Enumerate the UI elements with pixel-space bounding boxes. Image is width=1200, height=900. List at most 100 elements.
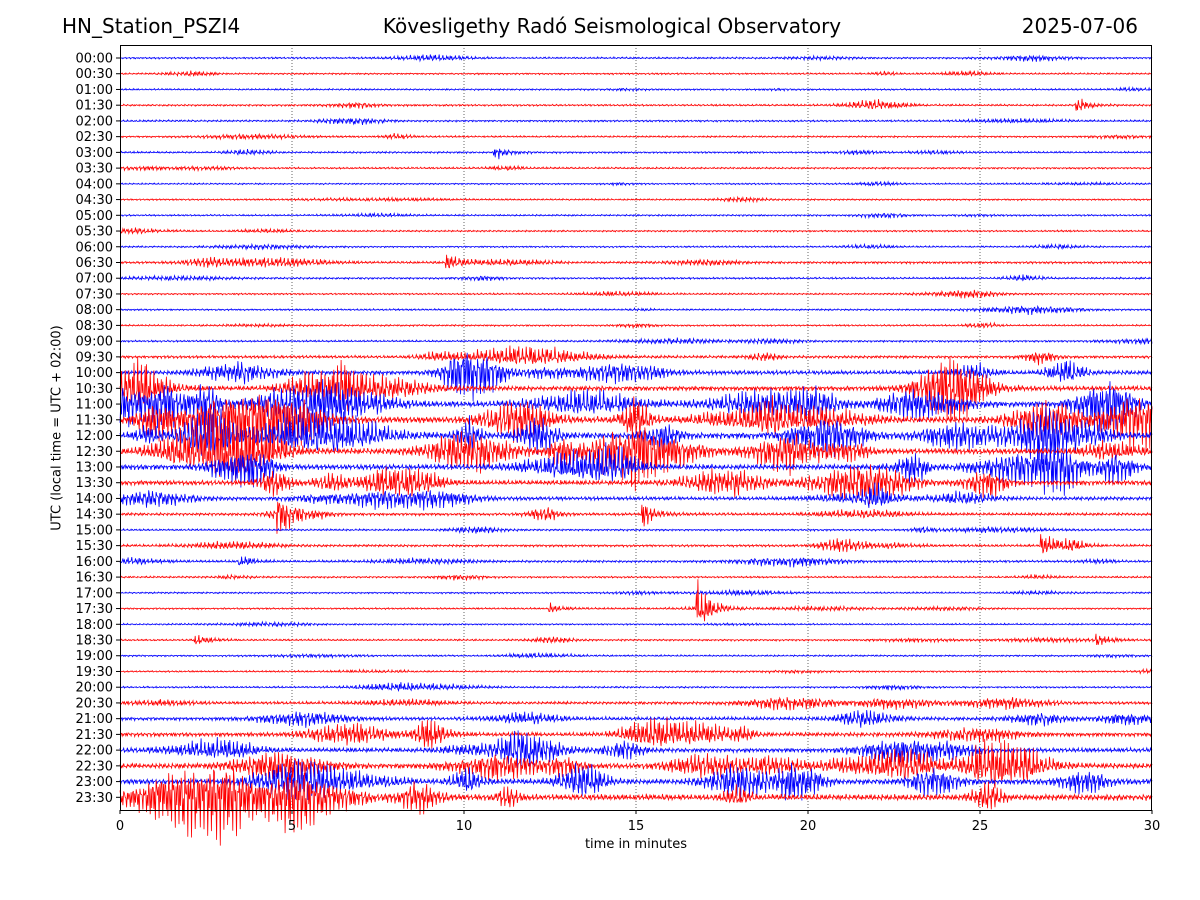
y-tick-label: 21:30 <box>76 728 113 743</box>
y-tick-label: 20:30 <box>76 696 113 711</box>
trace-2230 <box>119 738 1153 789</box>
trace-0200 <box>119 117 1153 126</box>
trace-1830 <box>119 633 1152 646</box>
trace-0230 <box>119 132 1153 141</box>
trace-0800 <box>119 304 1153 316</box>
y-tick-label: 14:00 <box>76 492 113 507</box>
y-tick-label: 17:00 <box>76 586 113 601</box>
y-tick-label: 16:30 <box>76 571 113 586</box>
y-tick-label: 07:30 <box>76 287 113 302</box>
trace-0830 <box>119 321 1153 330</box>
y-tick-label: 15:00 <box>76 523 113 538</box>
y-tick-label: 10:30 <box>76 382 113 397</box>
y-tick-label: 08:00 <box>76 303 113 318</box>
trace-1030 <box>119 356 1153 423</box>
trace-0600 <box>119 242 1153 251</box>
trace-2330 <box>119 768 1153 846</box>
trace-1000 <box>119 352 1153 402</box>
trace-1400 <box>119 482 1153 511</box>
y-tick-label: 09:30 <box>76 350 113 365</box>
trace-0400 <box>119 180 1153 187</box>
trace-1430 <box>119 501 1153 534</box>
date-label: 2025-07-06 <box>1021 14 1138 38</box>
y-tick-label: 02:00 <box>76 114 113 129</box>
y-tick-label: 19:00 <box>76 649 113 664</box>
station-name: HN_Station_PSZI4 <box>62 14 241 38</box>
y-tick-label: 09:00 <box>76 335 113 350</box>
trace-0430 <box>119 195 1153 204</box>
y-tick-label: 21:00 <box>76 712 113 727</box>
x-axis-ticks: 0 5 10 15 20 25 30 <box>116 810 1160 834</box>
y-tick-label: 18:30 <box>76 634 113 649</box>
x-tick-label: 15 <box>628 819 645 834</box>
y-axis-label: UTC (local time = UTC + 02:00) <box>49 325 65 531</box>
trace-0630 <box>119 254 1153 269</box>
trace-1330 <box>119 464 1153 504</box>
trace-1300 <box>119 442 1153 496</box>
trace-0330 <box>119 164 1153 173</box>
trace-1800 <box>119 620 1153 628</box>
x-tick-label: 20 <box>800 819 817 834</box>
y-tick-label: 03:30 <box>76 162 113 177</box>
y-tick-label: 11:30 <box>76 413 113 428</box>
y-tick-label: 12:00 <box>76 429 113 444</box>
y-tick-label: 05:00 <box>76 209 113 224</box>
y-tick-label: 16:00 <box>76 555 113 570</box>
trace-2130 <box>119 717 1153 749</box>
y-tick-label: 12:30 <box>76 445 113 460</box>
trace-1200 <box>119 402 1153 472</box>
y-tick-label: 05:30 <box>76 225 113 240</box>
x-tick-label: 0 <box>116 819 124 834</box>
y-tick-label: 20:00 <box>76 681 113 696</box>
trace-0730 <box>119 289 1153 299</box>
x-tick-label: 5 <box>288 819 296 834</box>
trace-1600 <box>119 556 1153 568</box>
y-tick-label: 19:30 <box>76 665 113 680</box>
y-tick-label: 06:00 <box>76 240 113 255</box>
y-tick-label: 15:30 <box>76 539 113 554</box>
y-tick-label: 10:00 <box>76 366 113 381</box>
trace-1230 <box>119 411 1153 492</box>
y-tick-label: 23:30 <box>76 791 113 806</box>
y-tick-label: 02:30 <box>76 130 113 145</box>
trace-1930 <box>119 667 1153 675</box>
y-tick-label: 13:30 <box>76 476 113 491</box>
trace-1730 <box>119 579 1153 622</box>
trace-0930 <box>119 345 1153 366</box>
x-tick-label: 30 <box>1144 819 1161 834</box>
x-axis-label: time in minutes <box>584 837 688 852</box>
trace-0000 <box>120 54 1153 63</box>
y-tick-label: 04:00 <box>76 177 113 192</box>
trace-0900 <box>119 337 1153 346</box>
trace-0530 <box>119 227 1153 235</box>
trace-1500 <box>119 525 1153 534</box>
y-tick-label: 01:00 <box>76 83 113 98</box>
y-tick-label: 18:00 <box>76 618 113 633</box>
trace-2100 <box>119 710 1153 728</box>
trace-1530 <box>119 534 1153 554</box>
y-tick-label: 17:30 <box>76 602 113 617</box>
y-tick-label: 03:00 <box>76 146 113 161</box>
y-tick-label: 22:00 <box>76 744 113 759</box>
trace-2000 <box>119 682 1153 692</box>
trace-0500 <box>119 211 1153 220</box>
y-axis-ticks: 00:0000:3001:0001:3002:0002:3003:0003:30… <box>76 52 120 806</box>
y-tick-label: 07:00 <box>76 272 113 287</box>
trace-2030 <box>119 696 1153 711</box>
y-tick-label: 11:00 <box>76 398 113 413</box>
trace-1630 <box>119 573 1153 581</box>
y-tick-label: 22:30 <box>76 759 113 774</box>
trace-0700 <box>119 274 1153 282</box>
y-tick-label: 08:30 <box>76 319 113 334</box>
trace-0130 <box>119 98 1153 111</box>
y-tick-label: 13:00 <box>76 460 113 475</box>
trace-1700 <box>119 588 1153 597</box>
trace-0300 <box>120 148 1153 160</box>
trace-0100 <box>119 85 1153 93</box>
y-tick-label: 00:00 <box>76 52 113 67</box>
seismic-traces <box>119 54 1153 846</box>
y-tick-label: 23:00 <box>76 775 113 790</box>
y-tick-label: 01:30 <box>76 99 113 114</box>
y-tick-label: 06:30 <box>76 256 113 271</box>
trace-1900 <box>119 651 1153 660</box>
